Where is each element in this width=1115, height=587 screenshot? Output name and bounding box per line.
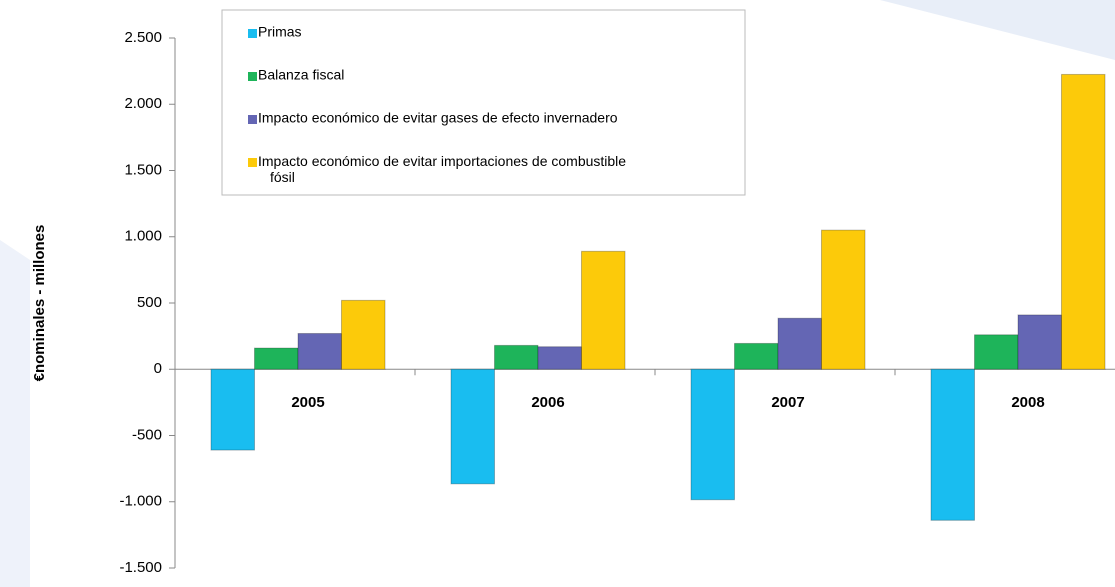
y-tick-label: 0 xyxy=(154,360,162,377)
bar xyxy=(777,317,822,370)
x-tick-label: 2005 xyxy=(291,394,324,411)
x-tick-label: 2007 xyxy=(771,394,804,411)
decor xyxy=(880,0,1115,60)
legend-swatch xyxy=(248,29,257,38)
y-tick-label: 1.500 xyxy=(124,161,162,178)
y-tick-label: 2.000 xyxy=(124,95,162,112)
bar xyxy=(821,229,866,370)
bar xyxy=(690,368,735,501)
y-tick-label: 1.000 xyxy=(124,228,162,245)
x-tick-label: 2008 xyxy=(1011,394,1044,411)
bar xyxy=(974,334,1019,370)
bar xyxy=(581,250,626,370)
legend-swatch xyxy=(248,72,257,81)
legend-label: Balanza fiscal xyxy=(258,67,344,83)
y-tick-label: 2.500 xyxy=(124,29,162,46)
x-tick-label: 2006 xyxy=(531,394,564,411)
y-tick-label: -500 xyxy=(132,426,162,443)
bar xyxy=(341,299,386,370)
bar xyxy=(297,332,342,370)
legend-label: Primas xyxy=(258,24,302,40)
bar xyxy=(494,344,539,370)
y-tick-label: -1.500 xyxy=(119,559,162,576)
bar xyxy=(537,346,582,370)
bar xyxy=(1061,73,1106,370)
bar xyxy=(450,368,495,485)
legend-label: Impacto económico de evitar importacione… xyxy=(258,153,626,185)
legend-label: Impacto económico de evitar gases de efe… xyxy=(258,110,618,126)
bar xyxy=(1017,314,1062,370)
bar xyxy=(930,368,975,521)
y-tick-label: -1.000 xyxy=(119,493,162,510)
bar xyxy=(734,342,779,370)
y-tick-label: 500 xyxy=(137,294,162,311)
bar xyxy=(210,368,255,451)
legend-swatch xyxy=(248,115,257,124)
decor xyxy=(0,240,30,587)
legend-box xyxy=(221,9,746,196)
bar xyxy=(254,347,299,370)
y-axis-label: €nominales - millones xyxy=(31,225,48,382)
legend-swatch xyxy=(248,158,257,167)
